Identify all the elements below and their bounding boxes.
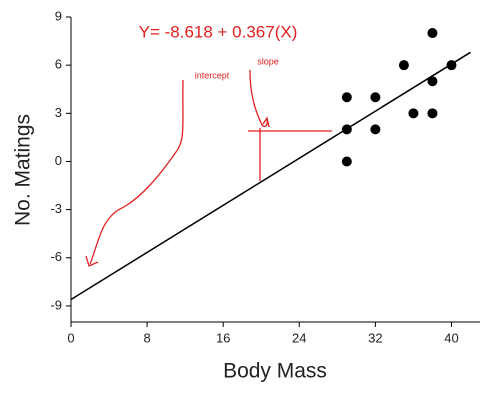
fit-line [70,51,471,301]
point [446,60,457,71]
y-tick-label: 3 [55,105,62,120]
x-tick-label: 8 [143,330,150,345]
x-tick-label: 24 [292,330,306,345]
point [427,76,438,87]
point [398,60,409,71]
point [427,28,438,39]
y-tick-label: -9 [50,297,62,312]
point [341,156,352,167]
intercept-arrow [89,79,184,265]
intercept-note: intercept [195,70,230,80]
equation: Y= -8.618 + 0.367(X) [139,22,298,41]
x-tick-label: 16 [216,330,230,345]
x-axis-label: Body Mass [223,360,327,383]
point [341,124,352,135]
y-tick-label: -6 [50,249,62,264]
point [370,92,381,103]
x-tick-label: 40 [444,330,458,345]
point [341,92,352,103]
y-tick-label: 0 [55,153,62,168]
annotation-arrows [85,69,332,267]
x-tick-label: 32 [368,330,382,345]
y-axis-label: No. Matings [12,114,35,226]
slope-note: slope [257,56,279,66]
x-tick-label: 0 [67,330,74,345]
y-tick-label: -3 [50,201,62,216]
point [408,108,419,119]
slope-arrowhead [262,116,270,128]
intercept-arrowhead [85,255,99,267]
point [370,124,381,135]
y-tick-label: 9 [55,8,62,23]
slope-arrow [249,69,268,127]
point [427,108,438,119]
y-tick-label: 6 [55,57,62,72]
